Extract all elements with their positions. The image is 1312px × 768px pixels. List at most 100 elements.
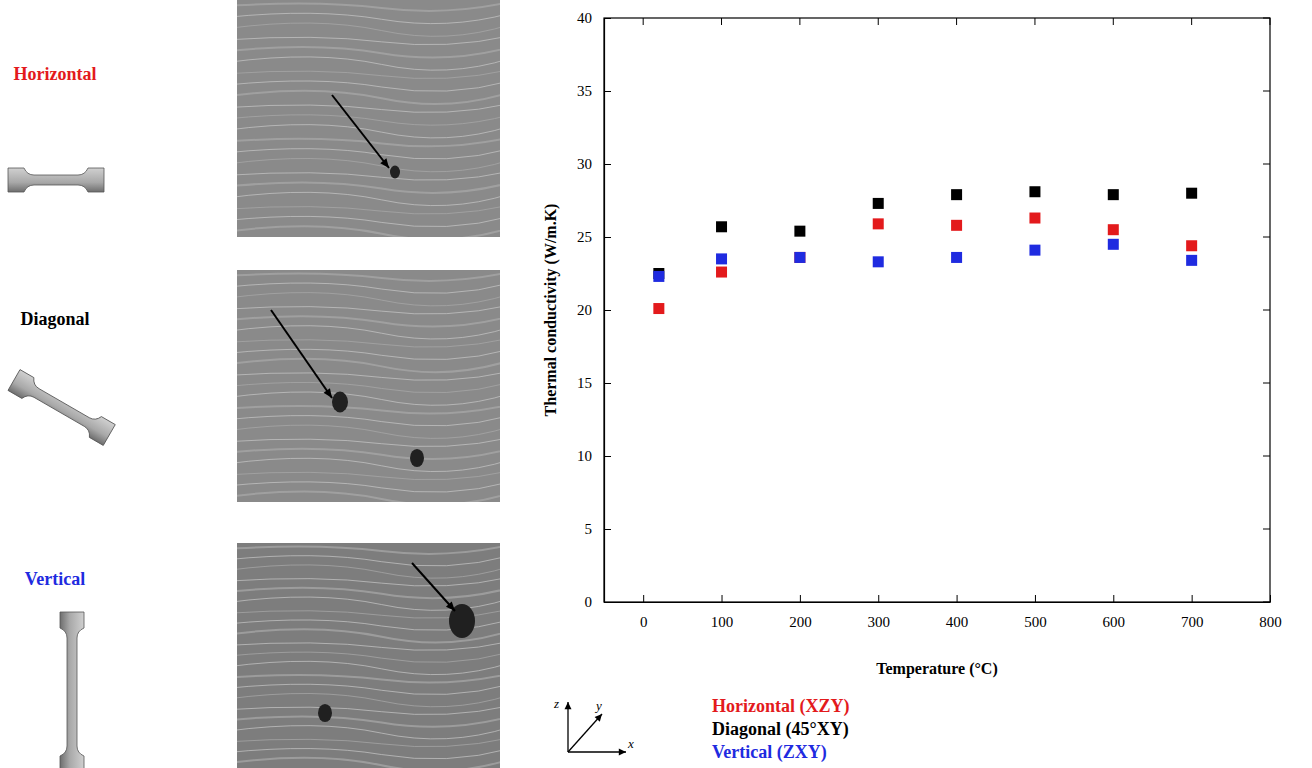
arrow-head (446, 602, 455, 611)
icon-arrow (568, 714, 602, 752)
data-point (1186, 188, 1197, 199)
micrograph-band (237, 471, 500, 480)
y-tick-mark-right (1263, 164, 1270, 165)
data-point (1108, 224, 1119, 235)
data-point (794, 252, 805, 263)
y-tick: 30 (577, 156, 611, 172)
y-tick-mark-right (1263, 91, 1270, 92)
y-axis-right (1263, 18, 1270, 602)
micrograph-texture (237, 272, 500, 502)
micrograph-band (237, 738, 500, 747)
x-tick-mark (1192, 595, 1193, 602)
data-point (873, 256, 884, 267)
series (653, 213, 1197, 315)
micrograph-band (237, 449, 500, 459)
x-tick-mark (722, 595, 723, 602)
x-tick-mark-top (799, 18, 800, 25)
data-point (716, 253, 727, 264)
legend-entry: Diagonal (45°XY) (712, 719, 849, 740)
specimen-label: Diagonal (20, 309, 89, 329)
micrograph-band (237, 192, 500, 205)
micrograph-band (237, 545, 500, 554)
y-tick-mark (604, 237, 611, 238)
micrograph-texture (237, 2, 500, 237)
x-tick-mark (1270, 595, 1271, 602)
micrograph-band (237, 216, 500, 226)
x-tick-label: 0 (640, 614, 648, 630)
y-tick-mark (604, 529, 611, 530)
data-point (1186, 240, 1197, 251)
data-point (1108, 189, 1119, 200)
x-tick-mark-top (1270, 18, 1271, 25)
pore (410, 449, 424, 467)
data-point (1186, 255, 1197, 266)
x-tick-label: 200 (789, 614, 812, 630)
icon-arrow-line (568, 714, 602, 752)
micrograph-band (237, 405, 500, 414)
data-point (716, 221, 727, 232)
axis-icon-label: x (627, 736, 634, 751)
x-axis: 0100200300400500600700800 (605, 595, 1282, 630)
legend: Horizontal (XZY)Diagonal (45°XY)Vertical… (712, 696, 849, 763)
y-tick-label: 15 (577, 375, 592, 391)
y-tick-mark-right (1263, 456, 1270, 457)
micrograph-band (237, 57, 500, 70)
y-tick-mark (604, 383, 611, 384)
micrograph (227, 543, 510, 768)
y-tick: 20 (577, 302, 611, 318)
icon-arrow-head (565, 702, 572, 709)
x-tick-mark-top (1113, 18, 1114, 25)
arrow-head (380, 158, 389, 168)
micrograph-band (237, 716, 500, 726)
micrograph-band (237, 359, 500, 372)
micrograph-band (237, 652, 500, 662)
x-tick-mark (800, 595, 801, 602)
data-point (951, 252, 962, 263)
x-tick-label: 100 (711, 614, 734, 630)
y-tick: 10 (577, 448, 611, 464)
micrograph-band (237, 283, 500, 293)
micrograph-band (237, 491, 500, 502)
data-point (951, 220, 962, 231)
micrograph-band (237, 13, 500, 23)
micrograph-band (237, 115, 500, 125)
y-tick-mark (604, 91, 611, 92)
x-axis-top (643, 18, 1270, 25)
data-point (653, 303, 664, 314)
y-tick-label: 25 (577, 229, 592, 245)
micrograph-band (237, 171, 500, 180)
data-point (873, 198, 884, 209)
y-tick: 40 (577, 10, 611, 26)
data-point (1029, 245, 1040, 256)
specimen-shape (8, 370, 115, 446)
legend-entry: Vertical (ZXY) (712, 742, 827, 763)
micrograph-band (237, 2, 500, 11)
micrograph-band (237, 684, 500, 694)
x-tick-mark (1113, 595, 1114, 602)
x-tick-mark-top (721, 18, 722, 25)
y-axis-title: Thermal conductivity (W/m.K) (542, 204, 560, 417)
x-tick-label: 700 (1181, 614, 1204, 630)
micrograph-band (237, 91, 500, 104)
x-tick-mark-top (956, 18, 957, 25)
figure: HorizontalDiagonalVertical01002003004005… (0, 0, 1312, 768)
y-tick-mark (604, 456, 611, 457)
arrow-line (271, 310, 332, 398)
y-tick-mark-right (1263, 529, 1270, 530)
y-tick-mark-right (1263, 237, 1270, 238)
y-tick-mark-right (1263, 310, 1270, 311)
data-point (1029, 186, 1040, 197)
y-tick: 5 (585, 521, 612, 537)
micrograph-band (237, 416, 500, 426)
micrograph-band (237, 641, 500, 650)
specimen-label: Vertical (25, 569, 85, 589)
x-tick-mark-top (878, 18, 879, 25)
y-tick-mark (604, 164, 611, 165)
x-tick-label: 400 (946, 614, 969, 630)
arrow (412, 563, 455, 611)
x-tick: 600 (1103, 595, 1126, 630)
pore (318, 704, 332, 722)
pore (332, 392, 348, 413)
micrograph-band (237, 272, 500, 281)
x-tick: 300 (867, 595, 890, 630)
